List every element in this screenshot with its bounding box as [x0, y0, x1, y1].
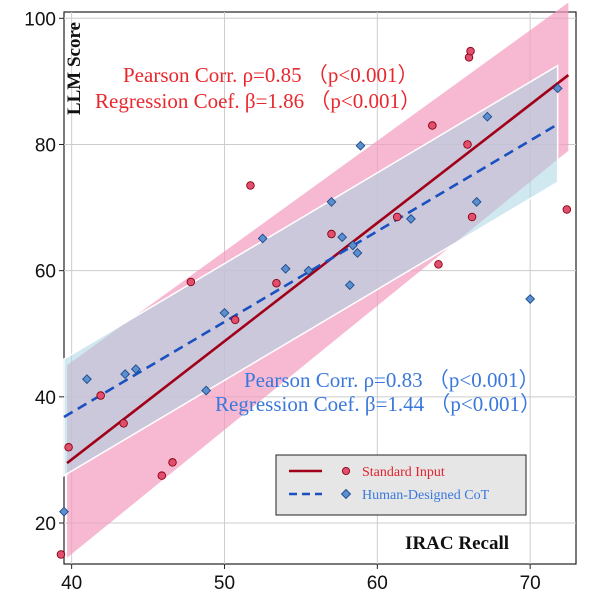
annotation-standard-line1: Pearson Corr. ρ=0.85 （p<0.001）: [123, 63, 419, 87]
point-cot: [482, 111, 493, 122]
point-standard: [327, 229, 336, 239]
x-tick-label: 40: [61, 573, 82, 594]
point-cot: [344, 280, 355, 291]
annotation-cot-line2: Regression Coef. β=1.44 （p<0.001）: [215, 392, 541, 416]
point-standard: [463, 140, 472, 149]
y-tick-label: 80: [35, 135, 56, 156]
point-cot: [347, 240, 358, 251]
point-standard: [467, 212, 477, 222]
point-cot: [337, 232, 348, 243]
legend-label-standard: Standard Input: [362, 465, 445, 480]
point-cot: [471, 196, 482, 207]
point-cot: [201, 385, 212, 396]
point-cot: [552, 83, 563, 94]
point-standard: [428, 121, 437, 130]
point-cot: [120, 369, 131, 380]
point-cot: [355, 140, 366, 151]
legend-marker-cot: [340, 488, 352, 500]
point-standard: [434, 260, 443, 269]
x-axis-title: IRAC Recall: [405, 533, 509, 554]
y-tick-label: 20: [35, 514, 56, 535]
fit-line-standard: [66, 74, 570, 465]
point-standard: [466, 46, 475, 56]
point-cot: [219, 307, 230, 318]
point-standard: [392, 212, 402, 222]
point-standard: [96, 391, 105, 400]
legend-box: [275, 454, 527, 516]
point-standard: [186, 277, 196, 287]
y-tick-label: 60: [35, 262, 56, 283]
point-cot: [352, 248, 363, 258]
point-cot: [257, 233, 268, 244]
point-standard: [272, 279, 281, 288]
y-tick-label: 40: [35, 388, 56, 409]
x-tick-label: 70: [520, 573, 541, 594]
data-points: [56, 46, 572, 559]
point-standard: [64, 443, 73, 452]
point-standard: [562, 205, 572, 214]
legend-marker-standard: [341, 466, 351, 476]
annotation-cot-line1: Pearson Corr. ρ=0.83 （p<0.001）: [244, 368, 540, 392]
x-tick-label: 60: [367, 573, 388, 594]
point-standard: [246, 181, 255, 190]
point-standard: [56, 550, 66, 559]
point-cot: [326, 196, 337, 207]
point-standard: [119, 419, 128, 428]
y-tick-label: 100: [24, 9, 56, 30]
point-cot: [406, 213, 416, 224]
legend-label-cot: Human-Designed CoT: [362, 488, 490, 503]
point-standard: [157, 471, 167, 480]
annotation-standard-line2: Regression Coef. β=1.86 （p<0.001）: [95, 89, 421, 113]
legend: Standard Input Human-Designed CoT: [275, 454, 527, 516]
point-standard: [168, 458, 177, 467]
fit-lines: [63, 74, 570, 465]
point-standard: [230, 315, 240, 325]
point-cot: [303, 265, 314, 276]
point-cot: [525, 294, 536, 304]
y-axis-title: LLM Score: [64, 22, 85, 115]
x-tick-label: 50: [214, 573, 235, 594]
tick-labels: 40 50 60 70 20 40 60 80 100: [24, 9, 540, 594]
point-cot: [59, 506, 69, 517]
point-cot: [81, 374, 92, 385]
point-cot: [280, 263, 291, 274]
point-cot: [130, 364, 141, 375]
